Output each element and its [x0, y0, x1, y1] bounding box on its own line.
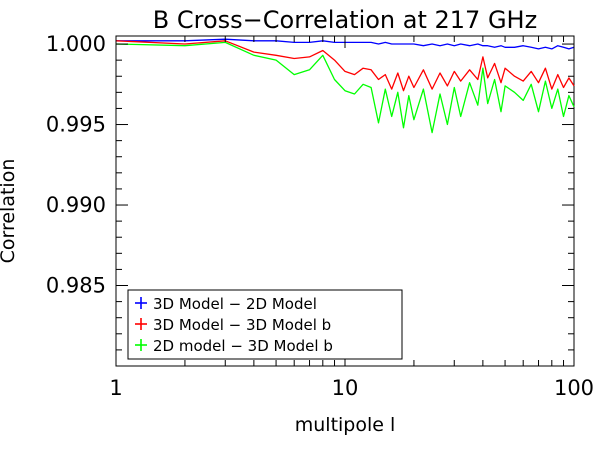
- y-tick-label: 0.990: [46, 193, 106, 217]
- tick-layer: 1 10 100 1.000 0.995 0.990 0.985: [46, 32, 594, 400]
- y-tick-label: 0.995: [46, 113, 106, 137]
- legend: 3D Model − 2D Model 3D Model − 3D Model b…: [127, 289, 403, 360]
- legend-box: [127, 289, 403, 360]
- legend-label-0: 3D Model − 2D Model: [153, 295, 317, 313]
- y-tick-label: 0.985: [46, 274, 106, 298]
- series-layer: [115, 38, 575, 134]
- x-tick-label: 10: [332, 376, 359, 400]
- x-axis-label: multipole l: [295, 414, 396, 436]
- x-tick-label: 100: [554, 376, 594, 400]
- y-tick-label: 1.000: [46, 32, 106, 56]
- y-axis-label: Correlation: [0, 159, 19, 264]
- series-line-2: [115, 41, 575, 134]
- chart-title: B Cross−Correlation at 217 GHz: [153, 6, 537, 34]
- legend-label-2: 2D model − 3D Model b: [153, 337, 333, 355]
- legend-label-1: 3D Model − 3D Model b: [153, 316, 331, 334]
- x-tick-label: 1: [109, 376, 122, 400]
- plot-area: 1 10 100 1.000 0.995 0.990 0.985: [46, 32, 594, 400]
- legend-items: 3D Model − 2D Model 3D Model − 3D Model b…: [135, 295, 333, 355]
- series-line-1: [115, 40, 575, 92]
